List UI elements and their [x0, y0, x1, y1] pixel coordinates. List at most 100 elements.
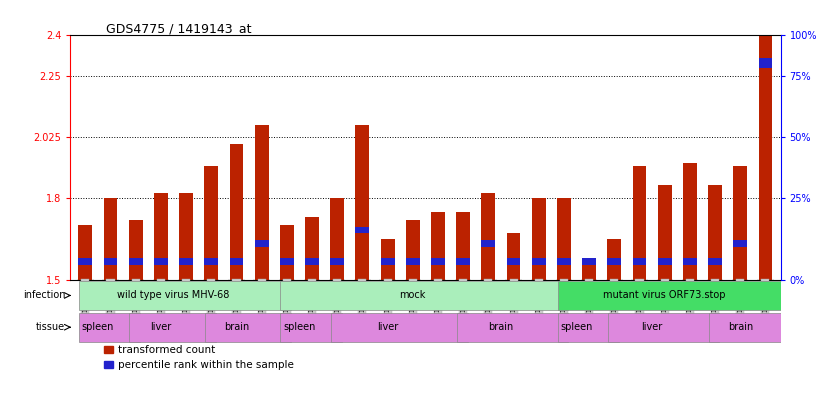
Bar — [280, 281, 568, 310]
Bar — [204, 165, 218, 279]
Bar — [130, 313, 216, 342]
Bar — [506, 233, 520, 279]
Text: brain: brain — [224, 322, 249, 332]
Bar — [657, 185, 672, 279]
Text: GSM1243477: GSM1243477 — [486, 280, 491, 327]
Bar — [608, 313, 719, 342]
Text: GSM1243483: GSM1243483 — [712, 280, 718, 327]
Text: brain: brain — [488, 322, 514, 332]
Text: GSM1243463: GSM1243463 — [183, 280, 189, 327]
Bar — [457, 313, 568, 342]
Text: wild type virus MHV-68: wild type virus MHV-68 — [117, 290, 230, 301]
Bar — [179, 258, 193, 264]
Text: GSM1243469: GSM1243469 — [335, 280, 340, 327]
Text: GSM1243476: GSM1243476 — [611, 280, 617, 327]
Text: liver: liver — [377, 322, 398, 332]
Bar — [355, 125, 369, 279]
Text: GSM1243467: GSM1243467 — [687, 280, 693, 327]
Text: GSM1243461: GSM1243461 — [460, 280, 466, 327]
Bar — [204, 258, 218, 264]
Text: GSM1243474: GSM1243474 — [561, 280, 567, 327]
Bar — [330, 258, 344, 264]
Text: liver: liver — [150, 322, 172, 332]
Text: GSM1243459: GSM1243459 — [410, 280, 415, 327]
Bar — [280, 258, 294, 264]
Bar — [607, 258, 621, 264]
Bar — [330, 313, 468, 342]
Bar — [607, 239, 621, 279]
Bar — [406, 220, 420, 279]
Bar — [79, 313, 140, 342]
Bar — [381, 258, 395, 264]
Bar — [558, 281, 795, 310]
Bar — [657, 258, 672, 264]
Bar — [708, 258, 722, 264]
Bar — [355, 227, 369, 233]
Bar — [305, 217, 319, 279]
Bar — [129, 220, 143, 279]
Text: mutant virus ORF73.stop: mutant virus ORF73.stop — [604, 290, 726, 301]
Bar — [482, 193, 496, 279]
Bar — [103, 198, 117, 279]
Bar — [280, 225, 294, 279]
Bar — [406, 258, 420, 264]
Bar — [103, 258, 117, 264]
Legend: transformed count, percentile rank within the sample: transformed count, percentile rank withi… — [104, 345, 294, 370]
Bar — [254, 240, 268, 247]
Bar — [79, 281, 292, 310]
Bar — [305, 258, 319, 264]
Bar — [633, 165, 647, 279]
Bar — [683, 258, 697, 264]
Text: GSM1243462: GSM1243462 — [158, 280, 164, 327]
Bar — [482, 240, 496, 247]
Bar — [330, 198, 344, 279]
Bar — [633, 258, 647, 264]
Bar — [230, 144, 244, 279]
Text: GSM1243478: GSM1243478 — [510, 280, 516, 327]
Bar — [506, 258, 520, 264]
Text: infection: infection — [22, 290, 65, 301]
Bar — [154, 193, 168, 279]
Bar — [280, 313, 342, 342]
Text: brain: brain — [728, 322, 752, 332]
Bar — [758, 59, 772, 68]
Bar — [683, 163, 697, 279]
Text: GSM1243479: GSM1243479 — [536, 280, 542, 327]
Bar — [431, 212, 445, 279]
Text: GSM1243480: GSM1243480 — [234, 280, 240, 327]
Text: GSM1243485: GSM1243485 — [762, 280, 768, 327]
Bar — [708, 185, 722, 279]
Text: spleen: spleen — [283, 322, 316, 332]
Bar — [431, 258, 445, 264]
Bar — [532, 198, 546, 279]
Text: GSM1243460: GSM1243460 — [435, 280, 441, 327]
Bar — [78, 225, 93, 279]
Text: GSM1243481: GSM1243481 — [259, 280, 264, 327]
Bar — [230, 258, 244, 264]
Text: spleen: spleen — [82, 322, 114, 332]
Bar — [129, 258, 143, 264]
Bar — [78, 258, 93, 264]
Bar — [582, 261, 596, 279]
Bar — [733, 240, 748, 247]
Bar — [558, 313, 619, 342]
Text: GSM1243471: GSM1243471 — [83, 280, 88, 327]
Bar — [532, 258, 546, 264]
Bar — [456, 258, 470, 264]
Bar — [557, 258, 571, 264]
Text: GSM1243465: GSM1243465 — [637, 280, 643, 327]
Text: GSM1243468: GSM1243468 — [309, 280, 315, 327]
Text: mock: mock — [400, 290, 426, 301]
Text: spleen: spleen — [560, 322, 593, 332]
Text: GSM1243482: GSM1243482 — [284, 280, 290, 327]
Bar — [557, 198, 571, 279]
Text: liver: liver — [642, 322, 662, 332]
Bar — [733, 165, 748, 279]
Text: GSM1243472: GSM1243472 — [107, 280, 113, 327]
Text: GSM1243466: GSM1243466 — [662, 280, 667, 327]
Text: GSM1243458: GSM1243458 — [385, 280, 391, 327]
Text: GSM1243470: GSM1243470 — [359, 280, 365, 327]
Bar — [254, 125, 268, 279]
Text: GSM1243484: GSM1243484 — [738, 280, 743, 327]
Text: tissue: tissue — [36, 322, 65, 332]
